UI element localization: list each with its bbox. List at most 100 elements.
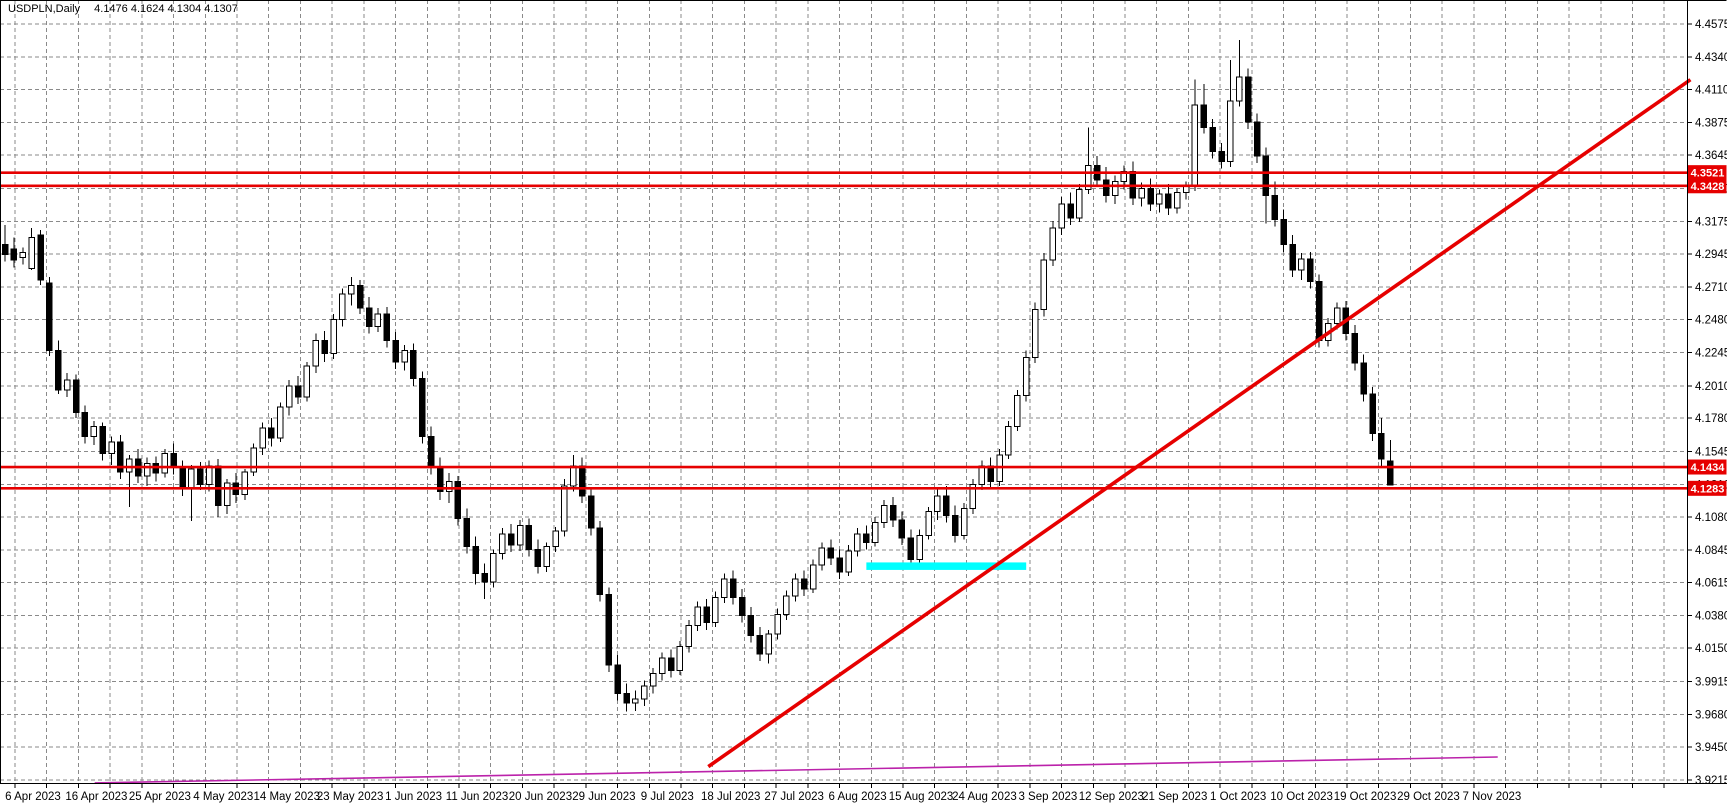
candle-body-bull	[809, 564, 817, 590]
candle-body-bear	[614, 664, 621, 694]
candle-body-bear	[214, 465, 222, 507]
candle-body-bear	[534, 548, 542, 567]
cyan-zone[interactable]	[866, 562, 1027, 570]
candle	[649, 667, 657, 694]
date-label: 15 Aug 2023	[889, 791, 954, 803]
candle	[969, 478, 977, 515]
candle	[303, 361, 311, 402]
price-label: 3.9215	[1695, 775, 1727, 787]
date-label: 18 Jul 2023	[701, 791, 760, 803]
candle	[499, 528, 506, 560]
date-label: 3 Sep 2023	[1018, 791, 1077, 803]
candle	[250, 443, 257, 477]
candle-body-bear	[907, 537, 915, 560]
candle-body-bear	[623, 692, 630, 704]
candle	[507, 524, 515, 553]
candle	[765, 629, 772, 664]
candle-body-bull	[543, 546, 550, 567]
candle-body-bull	[871, 522, 879, 543]
candle	[1271, 181, 1279, 227]
price-axis[interactable]: 4.45754.43404.41104.38754.36454.34104.31…	[1687, 19, 1727, 787]
candle	[143, 457, 151, 486]
candle	[800, 570, 808, 596]
candle	[641, 680, 648, 706]
candle-body-bear	[268, 427, 275, 439]
candle	[916, 529, 923, 565]
candle	[1005, 421, 1012, 460]
candle-body-bull	[676, 646, 684, 672]
candle	[374, 308, 382, 333]
price-label: 4.2245	[1695, 348, 1727, 360]
date-label: 21 Sep 2023	[1142, 791, 1207, 803]
chart-ohlc-readout: 4.1476 4.1624 4.1304 4.1307	[94, 3, 238, 15]
candle	[1200, 83, 1208, 134]
price-label: 4.3875	[1695, 118, 1727, 130]
candle	[543, 542, 550, 572]
candle-body-bull	[1333, 307, 1341, 325]
date-label: 25 Apr 2023	[129, 791, 191, 803]
candle-body-bear	[1165, 193, 1172, 209]
price-label: 4.0150	[1695, 643, 1727, 655]
date-label: 23 May 2023	[317, 791, 384, 803]
candle	[1022, 350, 1030, 402]
price-tag-value: 4.1434	[1691, 462, 1726, 474]
candle	[383, 306, 391, 348]
candle	[1111, 175, 1119, 204]
candle-body-bull	[1014, 395, 1021, 428]
candle	[1387, 440, 1394, 486]
candle	[490, 549, 497, 588]
candle	[19, 247, 27, 265]
candle-body-bear	[605, 594, 613, 666]
candle	[1058, 196, 1065, 235]
price-label: 4.4340	[1695, 52, 1727, 64]
candle-body-bear	[481, 572, 488, 583]
candle-body-bear	[596, 527, 604, 596]
candle-body-bull	[916, 534, 923, 560]
candle-body-bull	[330, 318, 337, 354]
candle-body-bull	[925, 510, 932, 536]
date-label: 20 Jun 2023	[509, 791, 572, 803]
candle-body-bull	[490, 553, 497, 583]
date-label: 10 Oct 2023	[1270, 791, 1333, 803]
candle-body-bear	[356, 285, 364, 309]
candle	[108, 436, 115, 465]
candle-body-bull	[774, 613, 781, 635]
candle-body-bear	[1102, 179, 1110, 196]
candle-body-bull	[516, 524, 524, 546]
candle-body-bull	[161, 452, 169, 474]
candle	[72, 374, 80, 419]
red-trendline[interactable]	[707, 78, 1692, 769]
axes-layer	[0, 0, 1727, 788]
candle	[1298, 253, 1305, 280]
candle-body-bear	[197, 468, 204, 486]
price-label: 4.0845	[1695, 545, 1727, 557]
candle	[729, 570, 737, 605]
candle	[1049, 220, 1057, 266]
candle	[783, 590, 790, 620]
candle-body-bull	[658, 657, 666, 675]
candle-body-bull	[250, 447, 257, 473]
candle-body-bear	[321, 340, 328, 354]
candle-body-bear	[889, 505, 897, 521]
candle	[516, 519, 524, 551]
candle-body-bear	[587, 495, 595, 529]
candle	[1165, 184, 1172, 216]
candle-body-bull	[374, 313, 382, 328]
candle	[534, 539, 542, 574]
candle	[756, 626, 764, 661]
candle-body-bear	[898, 519, 906, 539]
candle	[1040, 253, 1048, 317]
magenta-trendline[interactable]	[94, 756, 1498, 784]
candle	[1067, 192, 1074, 225]
candle-body-bear	[1360, 362, 1367, 395]
candle	[827, 539, 835, 565]
date-label: 6 Apr 2023	[5, 791, 61, 803]
candle	[703, 598, 710, 630]
candle-body-bear	[72, 379, 80, 414]
time-axis[interactable]: 6 Apr 2023 16 Apr 2023 25 Apr 2023 4 May 20…	[5, 791, 1521, 803]
price-label: 4.2010	[1695, 381, 1727, 393]
candle	[587, 488, 595, 536]
candle	[241, 468, 249, 501]
candle-body-bear	[294, 385, 302, 398]
